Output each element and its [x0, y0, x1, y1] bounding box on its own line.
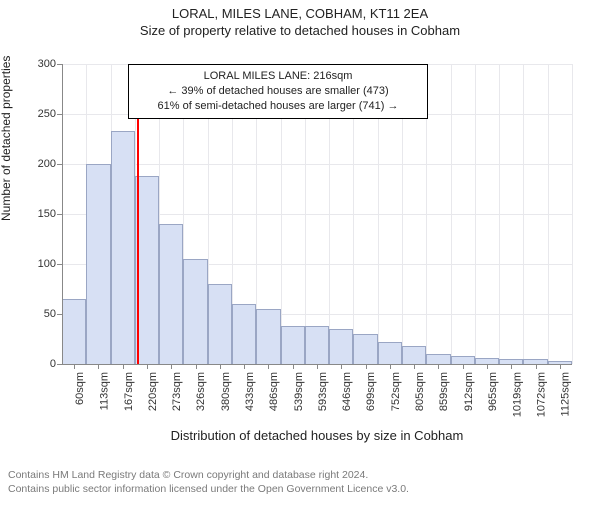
y-tick-label: 0: [22, 358, 56, 370]
histogram-bar: [86, 164, 110, 364]
x-tick: [196, 364, 197, 369]
histogram-bar: [353, 334, 377, 364]
annotation-line1: LORAL MILES LANE: 216sqm: [139, 69, 417, 84]
x-axis-label: Distribution of detached houses by size …: [62, 428, 572, 443]
x-tick: [293, 364, 294, 369]
y-tick-label: 250: [22, 108, 56, 120]
x-tick: [98, 364, 99, 369]
histogram-bar: [402, 346, 426, 364]
x-tick: [560, 364, 561, 369]
annotation-line2: ← 39% of detached houses are smaller (47…: [139, 84, 417, 99]
y-tick-label: 100: [22, 258, 56, 270]
x-tick: [366, 364, 367, 369]
x-tick: [414, 364, 415, 369]
x-tick: [147, 364, 148, 369]
y-tick-label: 150: [22, 208, 56, 220]
footer-line1: Contains HM Land Registry data © Crown c…: [8, 468, 592, 482]
histogram-bar: [159, 224, 183, 364]
histogram-bar: [111, 131, 135, 364]
x-tick: [171, 364, 172, 369]
annotation-line3: 61% of semi-detached houses are larger (…: [139, 99, 417, 114]
histogram-bar: [378, 342, 402, 364]
x-tick: [220, 364, 221, 369]
histogram-bar: [329, 329, 353, 364]
histogram-bar: [232, 304, 256, 364]
y-tick-label: 50: [22, 308, 56, 320]
x-tick: [123, 364, 124, 369]
histogram-bar: [62, 299, 86, 364]
y-tick-label: 200: [22, 158, 56, 170]
histogram-bar: [208, 284, 232, 364]
x-tick: [536, 364, 537, 369]
x-tick: [268, 364, 269, 369]
grid-line: [451, 64, 452, 364]
x-tick: [438, 364, 439, 369]
grid-line: [499, 64, 500, 364]
x-tick: [74, 364, 75, 369]
x-tick: [463, 364, 464, 369]
grid-line: [475, 64, 476, 364]
histogram-bar: [426, 354, 450, 364]
x-tick: [511, 364, 512, 369]
x-tick: [390, 364, 391, 369]
footer-line2: Contains public sector information licen…: [8, 482, 592, 496]
x-tick: [244, 364, 245, 369]
grid-line: [572, 64, 573, 364]
histogram-bar: [451, 356, 475, 364]
footer-attribution: Contains HM Land Registry data © Crown c…: [8, 468, 592, 496]
histogram-bar: [281, 326, 305, 364]
y-axis-line: [62, 64, 63, 364]
histogram-bar: [256, 309, 280, 364]
x-tick: [487, 364, 488, 369]
y-tick-label: 300: [22, 58, 56, 70]
annotation-box: LORAL MILES LANE: 216sqm ← 39% of detach…: [128, 64, 428, 119]
grid-line: [548, 64, 549, 364]
grid-line: [523, 64, 524, 364]
histogram-bar: [183, 259, 207, 364]
x-tick: [317, 364, 318, 369]
y-axis-label: Number of detached properties: [0, 201, 13, 221]
x-tick: [341, 364, 342, 369]
histogram-bar: [305, 326, 329, 364]
